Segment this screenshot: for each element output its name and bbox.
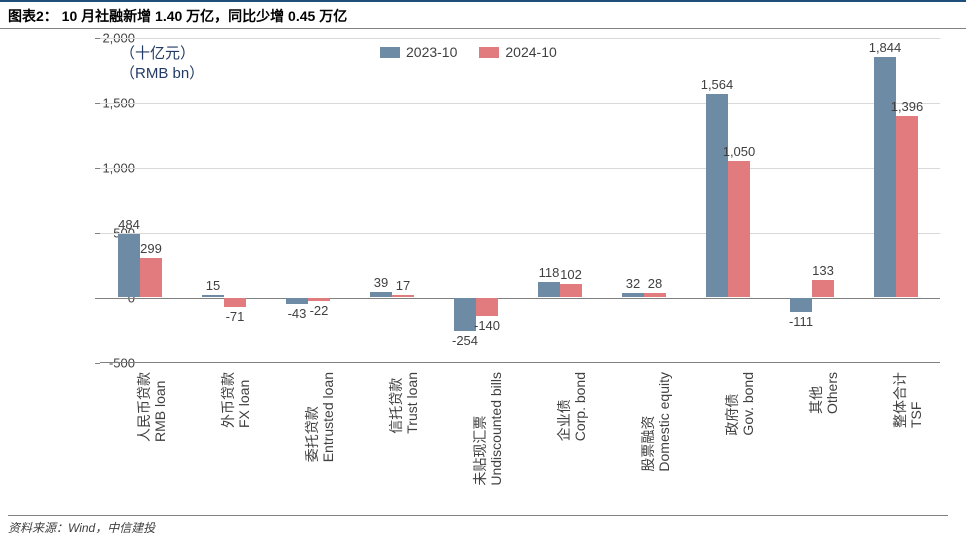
bar-value-label: 299 xyxy=(131,241,171,256)
bar-value-label: -111 xyxy=(781,314,821,329)
source-footer: 资料来源：Wind，中信建投 xyxy=(8,515,948,536)
bar xyxy=(644,293,666,297)
bar xyxy=(560,284,582,297)
bar xyxy=(476,298,498,316)
bar-value-label: 102 xyxy=(551,267,591,282)
plot-region: 48429915-71-43-223917-254-14011810232281… xyxy=(100,38,940,363)
category-label: 未贴现汇票Undiscounted bills xyxy=(472,372,504,486)
bar-group: 1,564 1,050 xyxy=(688,38,772,362)
bar-value-label: 28 xyxy=(635,276,675,291)
bar xyxy=(896,116,918,297)
bar-value-label: -140 xyxy=(467,318,507,333)
bar xyxy=(392,295,414,297)
category-label: 外币贷款FX loan xyxy=(220,372,252,428)
bar-group: 1,844 1,396 xyxy=(856,38,940,362)
bar-value-label: -254 xyxy=(445,333,485,348)
bar-value-label: 1,050 xyxy=(719,144,759,159)
bar xyxy=(538,282,560,297)
bar xyxy=(140,258,162,297)
bar xyxy=(812,280,834,297)
bar-group: 118102 xyxy=(520,38,604,362)
bar-value-label: 15 xyxy=(193,278,233,293)
chart-area: （十亿元） （RMB bn） 2023-10 2024-10 -50005001… xyxy=(60,38,940,468)
bar-group: -43-22 xyxy=(268,38,352,362)
bar-group: -254-140 xyxy=(436,38,520,362)
bar-group: -111 133 xyxy=(772,38,856,362)
category-label: 政府债Gov. bond xyxy=(724,372,756,436)
bar-value-label: -71 xyxy=(215,309,255,324)
bar-value-label: 17 xyxy=(383,278,423,293)
y-tick-mark xyxy=(95,363,100,364)
bar-value-label: 133 xyxy=(803,263,843,278)
category-label: 企业债Corp. bond xyxy=(556,372,588,441)
category-label: 信托贷款Trust loan xyxy=(388,372,420,434)
bar-value-label: 1,396 xyxy=(887,99,927,114)
bar-value-label: -22 xyxy=(299,303,339,318)
bar-value-label: 1,844 xyxy=(865,40,905,55)
category-label: 其他Others xyxy=(808,372,840,414)
bar-group: 3228 xyxy=(604,38,688,362)
bar xyxy=(706,94,728,297)
bar-group: 15 -71 xyxy=(184,38,268,362)
chart-title: 图表2： 10 月社融新增 1.40 万亿，同比少增 0.45 万亿 xyxy=(0,0,966,29)
bar xyxy=(622,293,644,297)
category-label: 委托贷款Entrusted loan xyxy=(304,372,336,462)
bar xyxy=(874,57,896,297)
bar-group: 3917 xyxy=(352,38,436,362)
bar-group: 484 299 xyxy=(100,38,184,362)
bar-value-label: 484 xyxy=(109,217,149,232)
bar xyxy=(224,298,246,307)
bar xyxy=(728,161,750,298)
category-label: 人民币贷款RMB loan xyxy=(136,372,168,442)
bar xyxy=(308,298,330,301)
category-label: 整体合计TSF xyxy=(892,372,924,428)
bar xyxy=(790,298,812,312)
category-label: 股票融资Domestic equity xyxy=(640,372,672,472)
bar xyxy=(202,295,224,297)
bar-value-label: 1,564 xyxy=(697,77,737,92)
